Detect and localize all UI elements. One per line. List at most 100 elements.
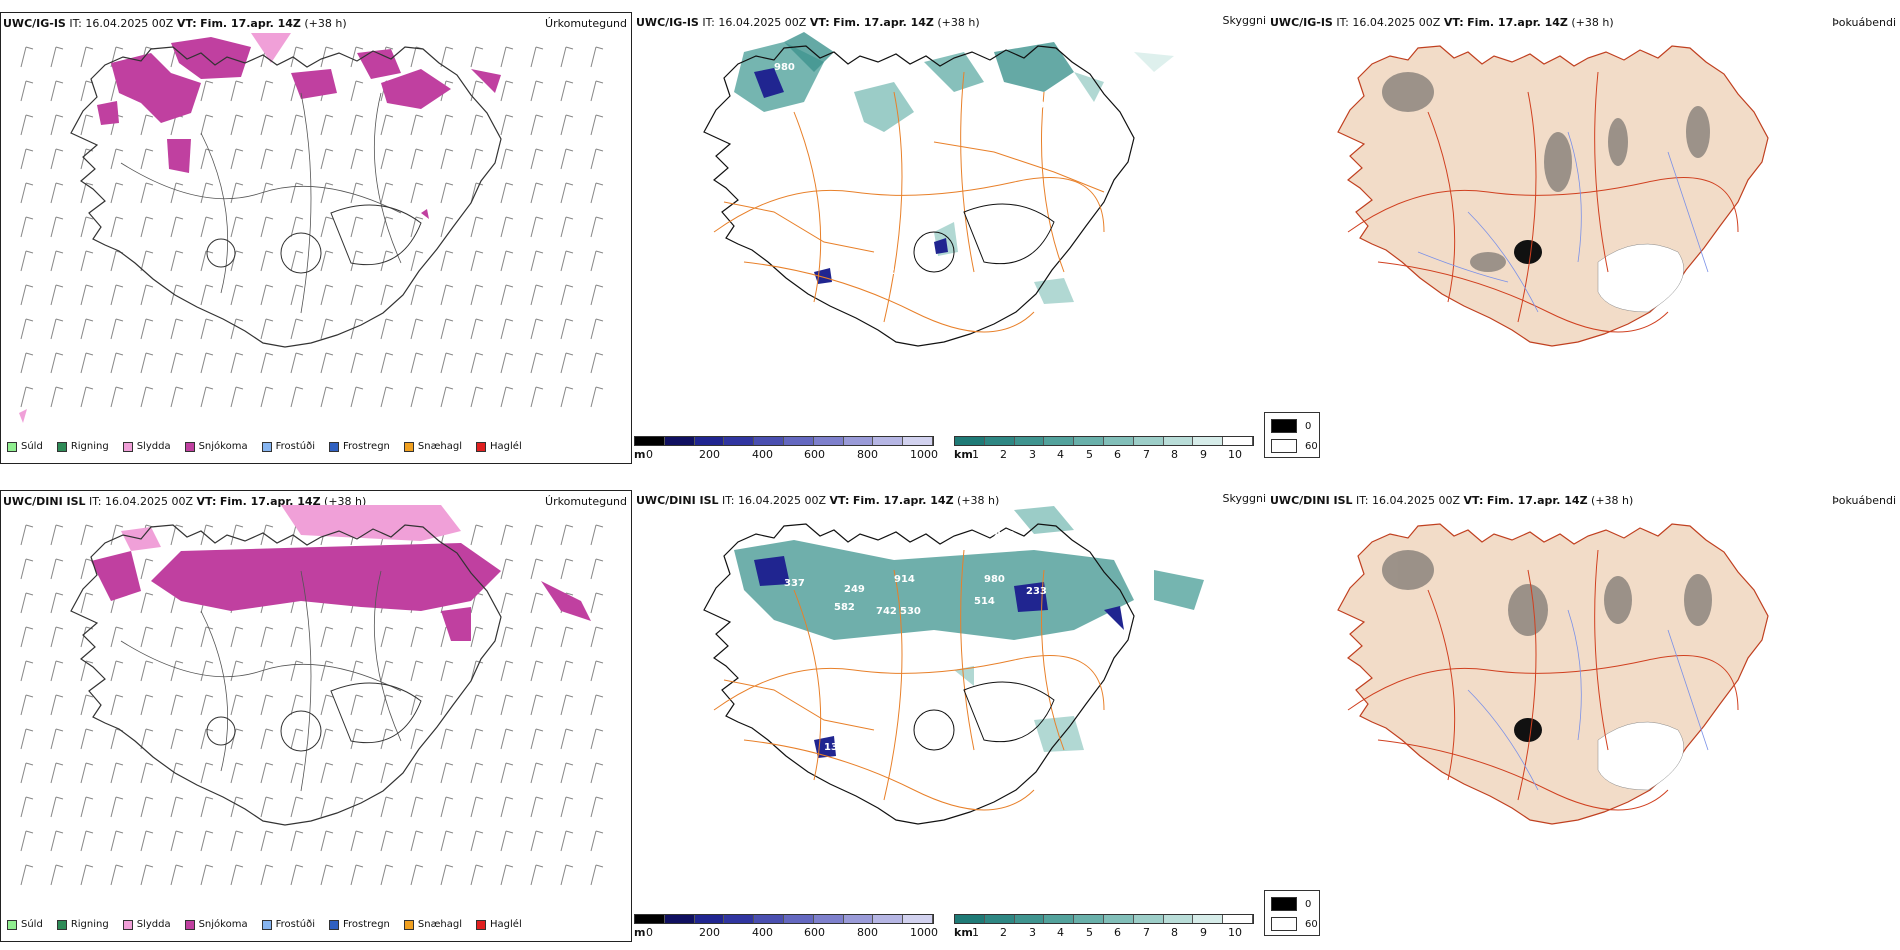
map-label: 820 xyxy=(994,530,1015,541)
wind-barb xyxy=(500,694,514,716)
wind-barb xyxy=(320,386,334,408)
wind-barb xyxy=(110,318,124,340)
legend-label: Haglél xyxy=(490,441,522,452)
wind-barb xyxy=(590,148,604,170)
wind-barb xyxy=(260,114,274,136)
wind-barb xyxy=(560,796,574,818)
colorbar-segment xyxy=(694,437,725,445)
legend-label: Haglél xyxy=(490,919,522,930)
colorbar-tick: 4 xyxy=(1057,448,1064,461)
cloud-colorbar xyxy=(634,914,934,924)
wind-barb xyxy=(170,830,184,852)
legend-label: Rigning xyxy=(70,441,109,452)
colorbar-tick: 5 xyxy=(1086,926,1093,939)
valid-time: Fim. 17.apr. 14Z xyxy=(1486,494,1588,507)
wind-barb xyxy=(530,148,544,170)
wind-barb xyxy=(320,182,334,204)
wind-barb xyxy=(290,386,304,408)
wind-barb xyxy=(320,830,334,852)
colorbar-tick: 6 xyxy=(1114,926,1121,939)
lead-time: (+38 h) xyxy=(1591,494,1634,507)
colorbar-tick: 4 xyxy=(1057,926,1064,939)
wind-barb xyxy=(380,284,394,306)
panel-header: UWC/DINI ISL IT: 16.04.2025 00Z VT: Fim.… xyxy=(1270,494,1634,507)
colorbar-tick: 0 xyxy=(646,448,653,461)
wind-barb xyxy=(110,386,124,408)
wind-barb xyxy=(50,796,64,818)
panel-title: Skyggni xyxy=(1222,14,1266,27)
wind-barb xyxy=(170,762,184,784)
wind-barb xyxy=(350,250,364,272)
wind-barb xyxy=(470,352,484,374)
wind-barb xyxy=(260,80,274,102)
wind-barb xyxy=(20,626,34,648)
colorbar-segment xyxy=(873,915,904,923)
cloud-base-areas xyxy=(754,68,948,284)
wind-barb xyxy=(350,182,364,204)
legend-swatch xyxy=(261,919,272,930)
wind-barb xyxy=(470,250,484,272)
wind-barb xyxy=(20,592,34,614)
visibility-areas xyxy=(734,32,1174,304)
wind-barb xyxy=(560,216,574,238)
fog-map[interactable] xyxy=(1268,490,1900,890)
colorbar-segment xyxy=(694,915,725,923)
wind-barb xyxy=(170,660,184,682)
visibility-map[interactable]: 980 302 959 132 177 16 xyxy=(634,12,1266,432)
colorbar-tick: 7 xyxy=(1143,448,1150,461)
wind-barb xyxy=(140,830,154,852)
wind-barb xyxy=(440,830,454,852)
wind-barb xyxy=(170,386,184,408)
precip-map[interactable] xyxy=(1,491,632,911)
wind-barb xyxy=(230,114,244,136)
wind-barb xyxy=(260,182,274,204)
wind-barb xyxy=(50,830,64,852)
colorbar-tick: 8 xyxy=(1171,448,1178,461)
wind-barb xyxy=(140,728,154,750)
precip-map[interactable] xyxy=(1,13,632,433)
wind-barb xyxy=(470,524,484,546)
visibility-unit: km xyxy=(954,448,973,461)
wind-barb xyxy=(410,386,424,408)
visibility-colorbar xyxy=(954,914,1254,924)
panel-title: Úrkomutegund xyxy=(545,17,627,30)
wind-barb xyxy=(470,284,484,306)
wind-barb xyxy=(50,558,64,580)
colorbar-segment xyxy=(664,437,695,445)
wind-barb xyxy=(50,284,64,306)
wind-barb xyxy=(440,660,454,682)
wind-barb xyxy=(230,148,244,170)
glaciers xyxy=(913,681,1055,751)
map-value-labels: 980 302 959 132 177 16 xyxy=(774,62,1135,277)
colorbar-segment xyxy=(1014,915,1045,923)
wind-barb xyxy=(260,626,274,648)
colorbar-segment xyxy=(1014,437,1045,445)
colorbar-segment xyxy=(1163,915,1194,923)
colorbar-segment xyxy=(955,437,985,445)
wind-barb xyxy=(320,216,334,238)
wind-barb xyxy=(140,558,154,580)
wind-barb xyxy=(80,318,94,340)
model-name: UWC/DINI ISL xyxy=(1270,494,1353,507)
wind-barb xyxy=(530,830,544,852)
visibility-map[interactable]: 337 249 914 582 742 530 980 514 233 820 … xyxy=(634,490,1266,910)
wind-barb xyxy=(410,182,424,204)
wind-barb xyxy=(20,250,34,272)
wind-barb xyxy=(530,182,544,204)
wind-barb xyxy=(440,352,454,374)
wind-barb xyxy=(350,386,364,408)
wind-barb xyxy=(590,46,604,68)
precip-legend-item: Súld xyxy=(7,441,43,452)
wind-barb xyxy=(560,352,574,374)
colorbar-tick: 600 xyxy=(804,448,825,461)
wind-barb xyxy=(470,318,484,340)
wind-barb xyxy=(350,318,364,340)
fog-shading xyxy=(1382,550,1712,636)
legend-label: Frostregn xyxy=(343,441,390,452)
visibility-unit: km xyxy=(954,926,973,939)
wind-barb xyxy=(50,592,64,614)
fog-map[interactable] xyxy=(1268,12,1900,432)
legend-swatch xyxy=(184,441,195,452)
wind-barb xyxy=(80,46,94,68)
wind-barb xyxy=(110,216,124,238)
